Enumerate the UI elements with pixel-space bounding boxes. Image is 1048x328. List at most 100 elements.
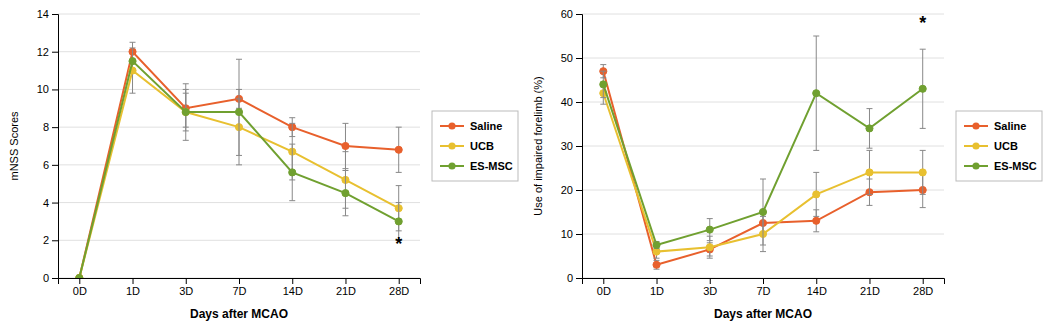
y-tick-mark [576,58,582,59]
y-tick-mark [52,127,58,128]
grid-line [582,102,944,103]
x-tick-mark [923,278,924,284]
legend-frame [432,111,518,181]
x-tick-label: 21D [860,285,880,297]
x-tick: 14D [807,278,827,297]
legend-item: ES-MSC [440,160,513,172]
error-bar-cap [130,47,136,48]
x-tick-label: 14D [807,285,827,297]
x-tick: 0D [73,278,87,297]
grid-line [582,146,944,147]
x-tick-label: 1D [650,285,664,297]
y-tick-mark [52,52,58,53]
point [919,169,926,176]
error-bar [920,49,926,128]
error-bar-cap [396,185,402,186]
error-bar-cap [289,117,295,118]
x-tick: 1D [126,278,140,297]
y-tick-mark [576,102,582,103]
x-tick-mark [399,278,400,284]
error-bar [289,144,295,201]
x-tick: 0D [597,278,611,297]
x-tick: 28D [913,278,933,297]
y-tick: 30 [561,140,582,152]
x-tick-mark [79,278,80,284]
point [600,81,607,88]
error-bar-cap [289,123,295,124]
legend-marker [448,122,455,129]
x-tick: 21D [860,278,880,297]
x-tick: 3D [703,278,717,297]
y-tick-label: 50 [561,52,573,64]
error-bar-cap [342,123,348,124]
legend: SalineUCBES-MSC [956,111,1042,181]
legend-marker [448,142,455,149]
y-tick-label: 14 [37,8,49,20]
error-bar [342,171,348,216]
y-tick-label: 10 [37,83,49,95]
y-tick: 14 [37,8,58,20]
series [600,65,927,270]
y-tick-label: 4 [43,197,49,209]
error-bar-cap [813,36,819,37]
series [600,82,927,258]
annotation: * [395,234,402,254]
error-bar-cap [289,144,295,145]
y-tick-mark [52,203,58,204]
x-tick-mark [603,278,604,284]
y-tick: 4 [43,197,58,209]
y-tick-mark [576,278,582,279]
legend-marker [972,162,979,169]
legend-item: ES-MSC [964,160,1037,172]
point [182,108,189,115]
error-bar-cap [396,172,402,173]
y-tick: 60 [561,8,582,20]
y-axis: 02468101214 [37,8,59,284]
x-axis-line [583,279,945,285]
error-bar-cap [920,194,926,195]
x-tick-mark [816,278,817,284]
point [866,169,873,176]
point [866,125,873,132]
error-bar-cap [707,240,713,241]
x-axis: 0D1D3D7D14D21D28D [59,278,421,297]
y-tick-label: 40 [561,96,573,108]
error-bar-cap [813,172,819,173]
error-bar [654,260,660,269]
point [395,146,402,153]
point [813,217,820,224]
error-bar-cap [920,207,926,208]
y-tick-mark [52,14,58,15]
error-bar-cap [342,215,348,216]
x-tick-label: 21D [336,285,356,297]
point [342,142,349,149]
error-bar-cap [236,164,242,165]
error-bar-cap [920,128,926,129]
y-tick-label: 60 [561,8,573,20]
y-tick-label: 2 [43,234,49,246]
x-tick-mark [763,278,764,284]
y-tick-label: 20 [561,184,573,196]
x-tick-label: 3D [703,285,717,297]
legend-marker [448,162,455,169]
legend-item: UCB [964,140,1018,152]
point [653,248,660,255]
series-line [79,52,398,278]
x-tick: 7D [756,278,770,297]
x-tick-mark [186,278,187,284]
y-tick-label: 0 [43,272,49,284]
error-bar-cap [183,140,189,141]
error-bar-cap [920,150,926,151]
error-bar-cap [600,97,606,98]
error-bar-cap [813,150,819,151]
error-bar-cap [600,71,606,72]
error-bar [600,71,606,97]
y-axis-line [576,15,583,279]
error-bar [654,241,660,248]
point [653,241,660,248]
error-bar-cap [760,245,766,246]
legend-label: ES-MSC [994,160,1037,172]
x-tick-label: 14D [283,285,303,297]
legend-label: ES-MSC [470,160,513,172]
panel: 01020304050600D1D3D7D14D21D28DDays after… [532,8,1042,321]
